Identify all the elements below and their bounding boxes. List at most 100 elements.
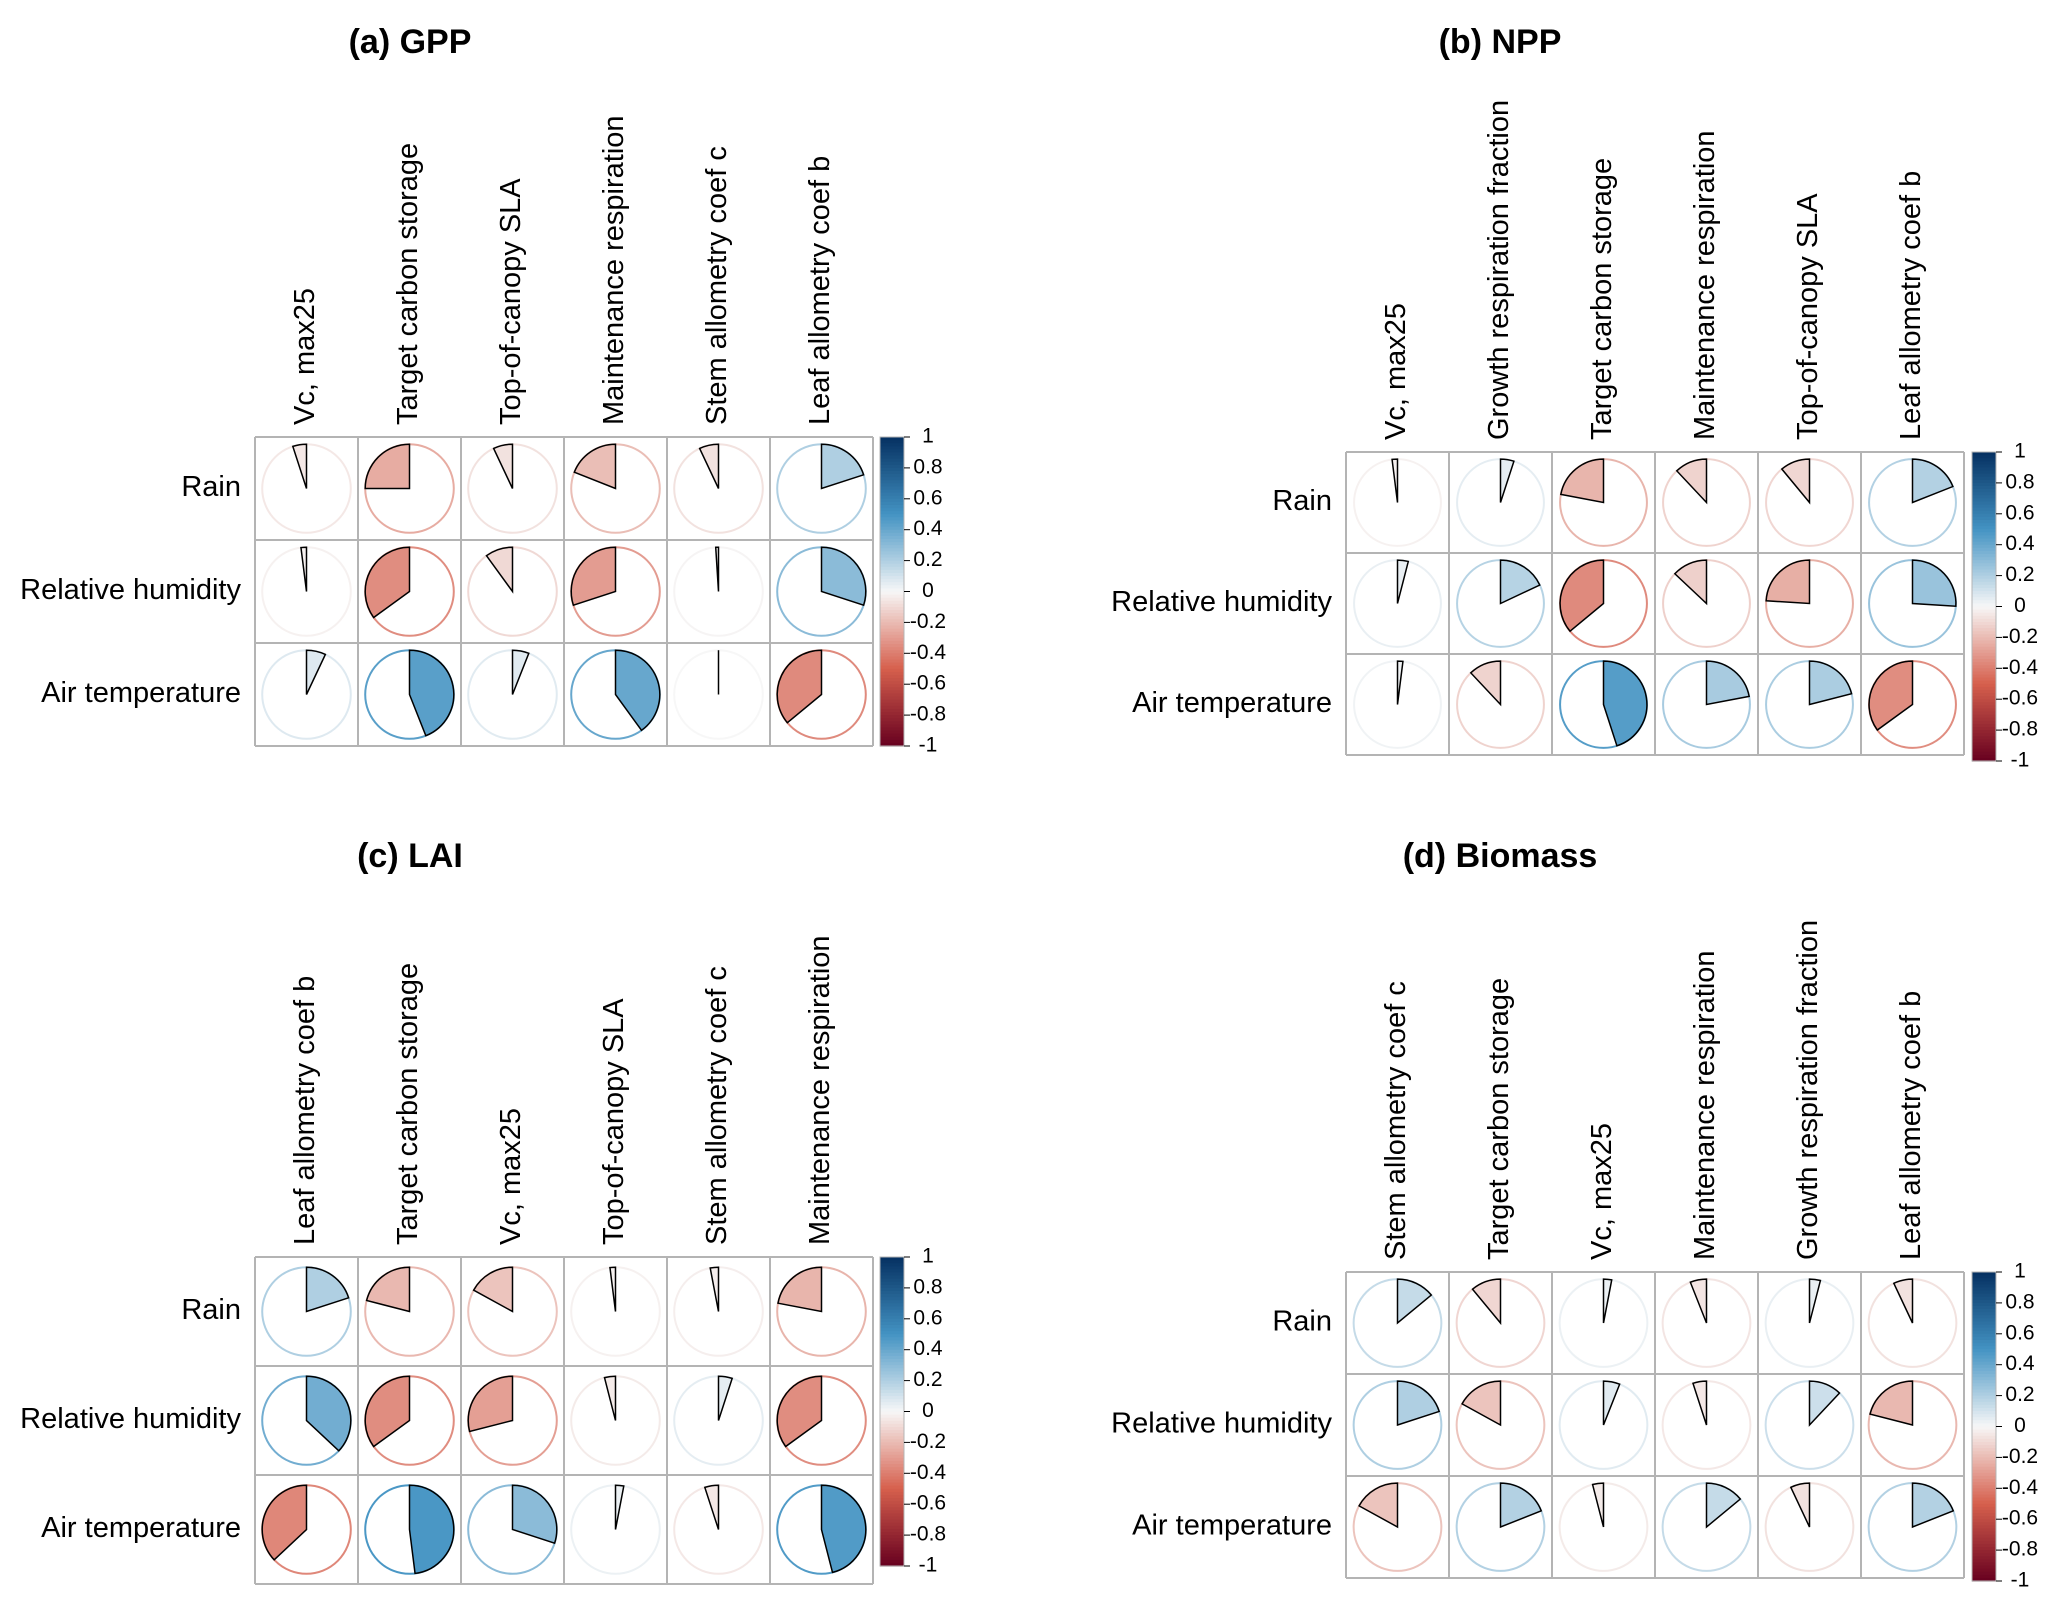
colorbar-segment [1972,1367,1996,1372]
colorbar-segment [880,1479,904,1484]
column-label: Target carbon storage [392,963,424,1245]
colorbar-segment [1972,662,1996,666]
colorbar-segment [1972,628,1996,632]
colorbar-segment [1972,1457,1996,1462]
colorbar-segment [1972,461,1996,465]
colorbar-tick-label: -0.6 [910,1492,946,1515]
colorbar-segment [1972,1299,1996,1304]
colorbar-segment [880,690,904,695]
colorbar-segment [880,699,904,704]
colorbar-segment [1972,501,1996,506]
colorbar-segment [1972,603,1996,608]
row-label: Air temperature [41,1512,241,1544]
colorbar-segment [1972,523,1996,527]
colorbar-tick-label: -1 [919,734,938,757]
cell-pie [1499,458,1515,503]
colorbar-segment [1972,550,1996,555]
colorbar-segment [1972,452,1996,456]
colorbar-segment [1972,578,1996,583]
column-label: Vc, max25 [289,288,321,425]
colorbar-segment [1972,584,1996,589]
colorbar-segment [1972,1327,1996,1332]
colorbar-tick-label: 0.6 [2005,501,2034,524]
colorbar-segment [880,582,904,586]
column-label: Vc, max25 [1380,303,1412,440]
colorbar-segment [1972,1531,1996,1536]
colorbar-segment [1972,467,1996,472]
colorbar-segment [1972,717,1996,722]
colorbar-segment [880,696,904,701]
colorbar-segment [880,1532,904,1536]
cell-pie [1780,458,1811,505]
cell-pie [408,1484,455,1575]
cell-pie [1499,559,1541,605]
colorbar-segment [1972,569,1996,574]
colorbar-segment [880,594,904,599]
cell-pie [1673,559,1708,606]
panel-title: (d) Biomass [1403,837,1598,875]
colorbar-segment [1972,1293,1996,1298]
cell-pie [1461,1380,1502,1427]
colorbar-segment [880,446,904,450]
colorbar-segment [880,1491,904,1496]
cell-pie [603,1375,617,1421]
colorbar-segment [1972,730,1996,734]
colorbar-segment [1972,621,1996,626]
colorbar-segment [880,1266,904,1270]
colorbar-segment [880,721,904,725]
colorbar-tick-label: 1 [2014,440,2026,463]
colorbar-segment [880,1522,904,1527]
colorbar-segment [880,637,904,642]
cell-pie [1765,559,1811,605]
colorbar-segment [1972,1469,1996,1474]
colorbar-segment [880,668,904,673]
colorbar-segment [1972,1559,1996,1564]
colorbar-segment [880,640,904,645]
column-label: Target carbon storage [1586,158,1618,440]
colorbar-segment [1972,1571,1996,1576]
colorbar-segment [1972,1284,1996,1289]
colorbar-segment [1972,1414,1996,1418]
colorbar-segment [1972,566,1996,571]
cell-pie [1689,1278,1708,1324]
cell-pie [1469,660,1502,707]
cell-pie [1911,559,1957,608]
cell-pie [291,443,308,489]
colorbar-segment [880,1371,904,1376]
row-label: Air temperature [1132,687,1332,719]
column-label: Stem allometry coef c [1380,981,1412,1260]
colorbar-segment [880,495,904,500]
colorbar-tick-label: 0.4 [2005,532,2035,555]
colorbar-segment [880,569,904,574]
colorbar-segment [880,1399,904,1403]
colorbar-segment [1972,643,1996,648]
panel-title: (b) NPP [1439,23,1562,61]
colorbar-segment [880,443,904,447]
colorbar-segment [1972,689,1996,694]
colorbar-segment [880,724,904,729]
colorbar-segment [880,588,904,593]
colorbar-segment [880,1414,904,1419]
cell-pie [261,1484,308,1561]
colorbar-segment [1972,1404,1996,1409]
colorbar-segment [1972,702,1996,706]
colorbar-tick-label: -0.6 [910,672,946,695]
colorbar-segment [1972,1445,1996,1449]
colorbar-segment [1972,535,1996,540]
colorbar-segment [880,606,904,611]
colorbar-segment [1972,668,1996,672]
colorbar-segment [1972,1565,1996,1570]
colorbar-segment [1972,609,1996,614]
cell-pie [365,1266,411,1313]
cell-pie [364,546,411,619]
cell-pie [1892,1278,1914,1324]
colorbar-segment [1972,736,1996,740]
colorbar-segment [1972,1488,1996,1492]
colorbar-segment [1972,479,1996,484]
colorbar-segment [1972,1352,1996,1357]
colorbar-tick-label: 0.2 [2005,563,2034,586]
colorbar-segment [880,1408,904,1413]
colorbar-segment [880,1538,904,1542]
colorbar-segment [880,585,904,590]
colorbar-segment [1972,1392,1996,1397]
